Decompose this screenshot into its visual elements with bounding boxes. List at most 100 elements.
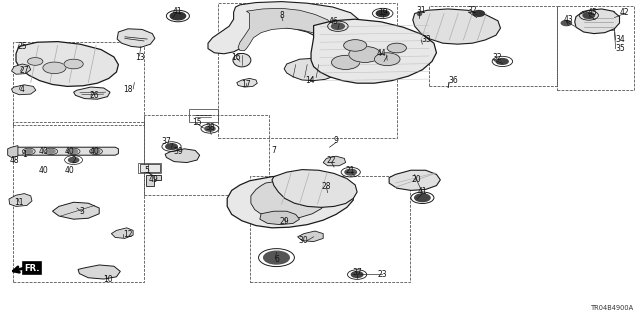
Circle shape bbox=[166, 144, 177, 149]
Text: 8: 8 bbox=[279, 12, 284, 20]
Text: 32: 32 bbox=[467, 6, 477, 15]
Text: 11: 11 bbox=[15, 198, 24, 207]
Circle shape bbox=[92, 149, 100, 153]
Polygon shape bbox=[298, 231, 323, 242]
Polygon shape bbox=[12, 64, 31, 74]
Text: 49: 49 bbox=[148, 175, 159, 184]
Polygon shape bbox=[12, 85, 36, 95]
Circle shape bbox=[25, 149, 33, 153]
Circle shape bbox=[43, 62, 66, 74]
Circle shape bbox=[345, 169, 356, 175]
Text: 22: 22 bbox=[327, 156, 336, 165]
Polygon shape bbox=[238, 8, 333, 51]
Bar bbox=[582, 11, 614, 30]
Circle shape bbox=[387, 43, 406, 53]
Text: 46: 46 bbox=[328, 17, 338, 26]
Text: 7: 7 bbox=[271, 146, 276, 155]
Circle shape bbox=[28, 58, 43, 65]
Text: 6: 6 bbox=[274, 255, 279, 264]
Text: 9: 9 bbox=[333, 136, 339, 145]
Circle shape bbox=[374, 53, 400, 66]
Polygon shape bbox=[140, 164, 160, 172]
Circle shape bbox=[64, 59, 83, 69]
Text: 1: 1 bbox=[22, 150, 27, 159]
Text: 33: 33 bbox=[421, 35, 431, 44]
Text: 42: 42 bbox=[620, 8, 630, 17]
Text: 45: 45 bbox=[588, 8, 597, 17]
Circle shape bbox=[205, 126, 215, 131]
Text: 32: 32 bbox=[493, 53, 502, 62]
Polygon shape bbox=[323, 156, 346, 166]
Polygon shape bbox=[146, 175, 161, 186]
Text: 20: 20 bbox=[411, 175, 421, 184]
Text: 43: 43 bbox=[563, 15, 573, 24]
Text: 40: 40 bbox=[90, 147, 100, 156]
Text: 40: 40 bbox=[38, 166, 49, 175]
Circle shape bbox=[351, 272, 363, 277]
Text: FR.: FR. bbox=[24, 264, 40, 273]
Circle shape bbox=[47, 149, 55, 153]
Text: 41: 41 bbox=[173, 7, 183, 16]
Bar bbox=[218, 3, 397, 138]
Text: 4: 4 bbox=[19, 85, 24, 94]
Text: 37: 37 bbox=[162, 137, 172, 146]
Polygon shape bbox=[251, 180, 328, 219]
Text: 16: 16 bbox=[230, 53, 241, 62]
Ellipse shape bbox=[233, 53, 251, 67]
Circle shape bbox=[583, 12, 595, 18]
Circle shape bbox=[415, 194, 430, 202]
Polygon shape bbox=[165, 149, 200, 163]
Polygon shape bbox=[9, 194, 32, 206]
Text: 13: 13 bbox=[134, 53, 145, 62]
Text: 3: 3 bbox=[79, 207, 84, 216]
Text: 48: 48 bbox=[9, 156, 19, 165]
Circle shape bbox=[332, 55, 360, 69]
Text: 41: 41 bbox=[417, 188, 428, 196]
Text: 14: 14 bbox=[305, 76, 316, 85]
Text: 19: 19 bbox=[378, 8, 388, 17]
Circle shape bbox=[68, 157, 79, 163]
Text: 17: 17 bbox=[241, 80, 252, 89]
Text: 21: 21 bbox=[346, 166, 355, 175]
Polygon shape bbox=[52, 202, 99, 219]
Polygon shape bbox=[237, 78, 257, 87]
Circle shape bbox=[349, 46, 381, 62]
Circle shape bbox=[497, 59, 508, 64]
Circle shape bbox=[170, 12, 186, 20]
Polygon shape bbox=[16, 42, 118, 86]
Circle shape bbox=[332, 23, 344, 29]
Polygon shape bbox=[260, 211, 300, 225]
Text: 29: 29 bbox=[280, 217, 290, 226]
Text: TR04B4900A: TR04B4900A bbox=[591, 305, 634, 311]
Bar bbox=[250, 176, 410, 282]
Text: 30: 30 bbox=[299, 236, 308, 245]
Polygon shape bbox=[272, 170, 357, 207]
Text: 27: 27 bbox=[19, 66, 29, 75]
Text: 10: 10 bbox=[102, 276, 113, 284]
Text: 5: 5 bbox=[145, 166, 150, 175]
Circle shape bbox=[344, 40, 367, 51]
Text: 31: 31 bbox=[416, 6, 426, 15]
Text: 34: 34 bbox=[616, 35, 625, 44]
Polygon shape bbox=[78, 265, 120, 279]
Text: 18: 18 bbox=[124, 85, 133, 94]
Polygon shape bbox=[284, 58, 338, 81]
Bar bbox=[138, 163, 161, 173]
Polygon shape bbox=[208, 2, 358, 54]
Text: 37: 37 bbox=[352, 268, 362, 277]
Circle shape bbox=[473, 11, 484, 16]
Text: 40: 40 bbox=[64, 166, 74, 175]
Bar bbox=[144, 115, 269, 195]
Text: 26: 26 bbox=[90, 92, 99, 100]
Polygon shape bbox=[311, 19, 436, 83]
Polygon shape bbox=[111, 228, 133, 238]
Text: 40: 40 bbox=[38, 147, 49, 156]
Bar bbox=[13, 122, 144, 282]
Polygon shape bbox=[14, 147, 118, 155]
Text: 36: 36 bbox=[448, 76, 458, 85]
Polygon shape bbox=[117, 29, 155, 47]
Bar bbox=[13, 42, 144, 125]
Bar bbox=[189, 109, 218, 122]
Polygon shape bbox=[575, 9, 620, 34]
Text: 23: 23 bbox=[377, 270, 387, 279]
